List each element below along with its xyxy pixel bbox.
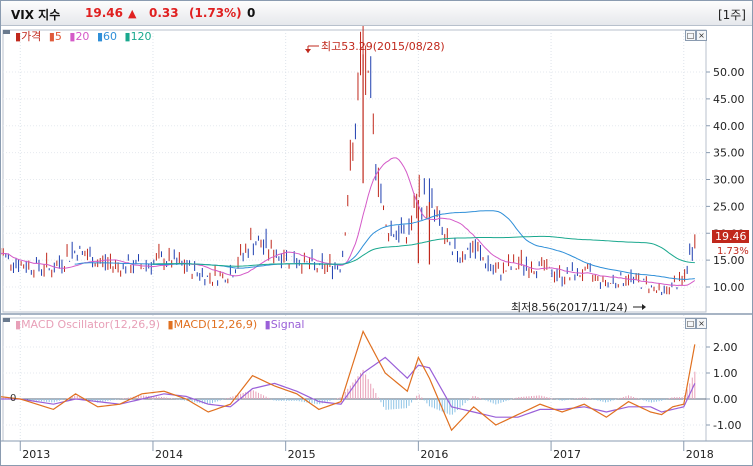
legend-ma120: ▮120: [124, 30, 152, 43]
high-annotation: 최고53.29(2015/08/28): [305, 40, 445, 53]
title-bar: VIX 지수 19.46 ▲ 0.33 (1.73%) 0 [1주]: [1, 1, 752, 26]
x-tick-label: 2017: [553, 448, 581, 461]
legend-ma20: ▮20: [69, 30, 90, 43]
price-panel: [1, 26, 752, 314]
current-pct-tag: 1.73%: [717, 246, 749, 257]
y-tick-label: 10.00: [713, 281, 745, 294]
macd-legend: ▮MACD Oscillator(12,26,9) ▮MACD(12,26,9)…: [15, 318, 308, 331]
macd-plot-frame: [2, 317, 707, 442]
x-tick-label: 2015: [288, 448, 316, 461]
y-tick-label: 45.00: [713, 93, 745, 106]
y-tick-label: 25.00: [713, 200, 745, 213]
x-tick-label: 2014: [155, 448, 183, 461]
y-tick-label: 15.00: [713, 254, 745, 267]
current-price: 19.46: [85, 6, 123, 20]
minimize-button[interactable]: □: [685, 318, 696, 329]
legend-ma5: ▮5: [48, 30, 62, 43]
x-tick-label: 2016: [420, 448, 448, 461]
volume: 0: [247, 6, 256, 20]
y-tick-label: 35.00: [713, 147, 745, 160]
y-tick-label: 30.00: [713, 174, 745, 187]
ma120-line: [151, 235, 695, 267]
price-plot-frame: [2, 29, 707, 313]
macd-oscillator-bars: [1, 369, 696, 415]
price-change-pct: (1.73%): [189, 6, 242, 20]
legend-osc: ▮MACD Oscillator(12,26,9): [15, 318, 161, 331]
ma20-line: [1, 157, 696, 286]
minimize-button[interactable]: □: [685, 30, 696, 41]
y-tick-label: 40.00: [713, 120, 745, 133]
up-arrow-icon: ▲: [128, 7, 137, 20]
arrow-right-icon: [642, 304, 646, 310]
legend-signal: ▮Signal: [264, 318, 305, 331]
y-tick-label: 50.00: [713, 66, 745, 79]
x-tick-label: 2018: [686, 448, 714, 461]
price-y-axis: 50.0045.0040.0035.0030.0025.0020.0015.00…: [706, 66, 745, 294]
ticker-name: VIX 지수: [11, 8, 61, 22]
price-change: 0.33: [149, 6, 179, 20]
y-tick-label: 2.00: [713, 341, 738, 354]
panel-marker-icon: [3, 30, 10, 34]
legend-price: ▮가격: [15, 30, 42, 43]
low-label: 최저8.56(2017/11/24): [511, 301, 628, 314]
x-axis: 2013 2014 2015 2016 2017 2018: [19, 441, 714, 461]
signal-line: [1, 356, 696, 418]
y-tick-label: 1.00: [713, 367, 738, 380]
zero-label: 0: [10, 393, 17, 404]
high-label: 최고53.29(2015/08/28): [321, 40, 445, 53]
legend-ma60: ▮60: [96, 30, 117, 43]
arrow-down-icon: [305, 49, 311, 53]
current-price-tag-text: 19.46: [715, 230, 747, 243]
current-price-tag: [712, 230, 749, 243]
price-legend: ▮가격 ▮5 ▮20 ▮60 ▮120: [15, 28, 156, 44]
period-button[interactable]: [1주]: [717, 8, 746, 22]
y-tick-label: 0.00: [713, 393, 738, 406]
grid-lines: [3, 30, 706, 441]
panel-marker-icon: [3, 318, 10, 322]
macd-line: [1, 329, 696, 432]
x-tick-label: 2013: [22, 448, 50, 461]
close-button[interactable]: ×: [696, 30, 707, 41]
close-button[interactable]: ×: [696, 318, 707, 329]
price-macd-chart: 2013 2014 2015 2016 2017 2018 50.00 45.00 40.00…: [1, 26, 752, 461]
macd-y-axis: 2.00 1.00 0.00 -1.00: [706, 341, 741, 432]
legend-macd: ▮MACD(12,26,9): [167, 318, 258, 331]
series-lines: [1, 157, 696, 432]
low-annotation: 최저8.56(2017/11/24): [511, 301, 646, 314]
y-tick-label: -1.00: [713, 419, 741, 432]
